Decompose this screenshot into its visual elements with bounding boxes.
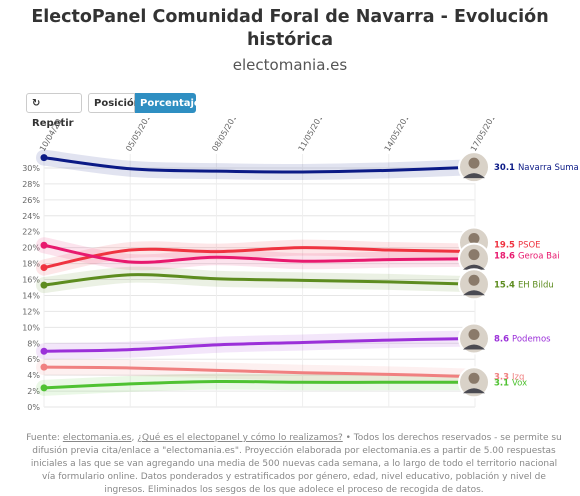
series-end-label-vox: 3.1 Vox — [494, 378, 527, 388]
page-title: ElectoPanel Comunidad Foral de Navarra -… — [31, 7, 549, 50]
avatar-shoulders — [463, 290, 485, 296]
y-tick-label: 10% — [22, 323, 40, 332]
avatar-head — [468, 328, 480, 340]
x-tick-label: 17/05/2019 — [469, 118, 500, 153]
y-tick-label: 6% — [27, 355, 40, 364]
y-tick-label: 2% — [27, 387, 40, 396]
footer-body: • Todos los derechos reservados - se per… — [30, 433, 562, 494]
evolution-chart: 0% 2% 4% 6% 8% 10% 12% 14% 16% 18% 20% 22% 24% 26% 28%… — [22, 118, 579, 412]
avatar-shoulders — [463, 264, 485, 270]
y-tick-label: 30% — [22, 164, 40, 173]
y-tick-label: 0% — [27, 403, 40, 412]
series-end-value: 18.6 — [494, 252, 518, 262]
x-tick-label: 14/05/2019 — [383, 118, 414, 153]
series-line-izq[interactable] — [42, 365, 477, 379]
series-end-name: PSOE — [518, 240, 541, 250]
source-link[interactable]: electomania.es — [62, 433, 132, 443]
avatar-shoulders — [463, 344, 485, 350]
series-line-psoe[interactable] — [42, 246, 477, 270]
series-end-name: Geroa Bai — [518, 252, 560, 262]
series-end-name: EH Bildu — [518, 280, 554, 290]
avatar-head — [468, 372, 480, 384]
series-end-name: Podemos — [512, 334, 551, 344]
avatar-head — [468, 232, 480, 244]
series-end-label-navarra-suma: 30.1 Navarra Suma — [494, 163, 579, 173]
x-tick-label: 11/05/2019 — [297, 118, 328, 153]
series-line-eh-bildu[interactable] — [42, 273, 477, 287]
series-end-label-geroa-bai: 18.6 Geroa Bai — [494, 252, 560, 262]
series-line-navarra-suma[interactable] — [42, 156, 477, 174]
y-tick-label: 12% — [22, 307, 40, 316]
series-line-vox[interactable] — [42, 379, 477, 390]
y-tick-label: 16% — [22, 276, 40, 285]
series-end-value: 15.4 — [494, 280, 518, 290]
series-start-point — [40, 384, 48, 392]
series-end-name: Vox — [512, 378, 527, 388]
avatar-head — [468, 157, 480, 169]
y-tick-label: 28% — [22, 180, 40, 189]
series-end-name: Navarra Suma — [518, 163, 579, 173]
series-start-point — [40, 264, 48, 272]
series-start-point — [40, 241, 48, 249]
avatar-shoulders — [463, 173, 485, 179]
series-end-value: 30.1 — [494, 163, 518, 173]
repeat-label: Repetir — [32, 118, 74, 129]
series-end-label-psoe: 19.5 PSOE — [494, 240, 541, 250]
series-end-name: Izq — [512, 373, 524, 383]
y-tick-label: 14% — [22, 291, 40, 300]
avatar-head — [468, 249, 480, 261]
series-end-label-eh-bildu: 15.4 EH Bildu — [494, 280, 554, 290]
series-end-label-podemos: 8.6 Podemos — [494, 334, 551, 344]
series-line-geroa-bai[interactable] — [42, 243, 477, 264]
y-tick-label: 26% — [22, 196, 40, 205]
x-tick-label: 08/05/2019 — [210, 118, 241, 153]
y-tick-label: 18% — [22, 260, 40, 269]
x-tick-label: 10/04/2019 — [38, 118, 69, 153]
y-tick-label: 24% — [22, 212, 40, 221]
series-line-podemos[interactable] — [42, 336, 477, 353]
avatar-head — [468, 274, 480, 286]
series-end-value: 8.6 — [494, 334, 512, 344]
footer-source-prefix: Fuente: — [26, 433, 60, 443]
series-end-value: 3.3 — [494, 373, 512, 383]
series-end-value: 3.1 — [494, 378, 512, 388]
series-end-label-izq: 3.3 Izq — [494, 373, 524, 383]
avatar-shoulders — [463, 388, 485, 394]
faq-link[interactable]: ¿Qué es el electopanel y cómo lo realiza… — [137, 433, 343, 443]
replay-icon: ↻ — [32, 98, 41, 109]
position-toggle-button[interactable]: Posición — [88, 93, 141, 113]
series-start-point — [40, 363, 48, 371]
x-tick-label: 05/05/2019 — [124, 118, 155, 153]
y-tick-label: 8% — [27, 339, 40, 348]
percentage-toggle-button[interactable]: Porcentajes — [135, 93, 207, 113]
series-end-value: 19.5 — [494, 240, 518, 250]
footer-note: Fuente: electomania.es, ¿Qué es el elect… — [26, 433, 562, 494]
series-start-point — [40, 154, 48, 162]
series-start-point — [40, 347, 48, 355]
y-tick-label: 20% — [22, 244, 40, 253]
page-subtitle: electomania.es — [232, 56, 348, 74]
repeat-button[interactable]: ↻ Repetir — [26, 93, 82, 129]
y-tick-label: 22% — [22, 228, 40, 237]
y-tick-label: 4% — [27, 371, 40, 380]
series-start-point — [40, 281, 48, 289]
